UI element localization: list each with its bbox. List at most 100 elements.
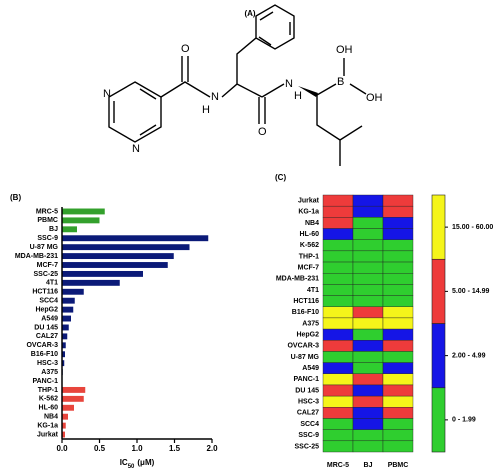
colorbar-label: 2.00 - 4.99 [452,352,486,359]
row-label: OVCAR-3 [287,343,319,350]
heatmap-cell [352,418,384,430]
atom: N [285,78,293,90]
heatmap-cell [382,362,414,374]
heatmap-cell [322,205,354,218]
bar [62,306,74,313]
heatmap-cell [352,284,384,296]
row-label: B16-F10 [292,309,319,316]
colorbar-segment [431,387,446,453]
colorbar-segment [431,194,446,260]
y-tick-label: KG-1a [37,422,58,429]
heatmap-cell [352,217,384,229]
heatmap-cell [322,384,354,397]
column-label: BJ [364,462,373,469]
heatmap-cell [352,205,384,218]
colorbar-label: 5.00 - 14.99 [452,288,489,295]
y-tick-label: SCC4 [39,298,58,305]
heatmap-cell [352,351,384,363]
x-axis-label-part: IC [120,458,128,467]
x-tick-label: 1.0 [131,444,143,453]
heatmap-cell [382,418,414,430]
y-tick-label: BJ [49,226,58,233]
y-tick-label: MDA-MB-231 [15,253,58,260]
atom: B [337,76,344,88]
bond [316,58,367,166]
heatmap-cell [322,228,354,240]
heatmap-cell [382,407,414,419]
heatmap-cell [352,317,384,330]
column-label: PBMC [388,462,409,469]
heatmap-cell [382,205,414,218]
y-tick-label: HCT116 [32,289,58,296]
y-tick-label: HL-60 [39,405,59,412]
heatmap-cell [352,250,384,263]
heatmap-cell [382,373,414,386]
y-tick-label: MRC-5 [36,208,58,215]
heatmap-cell [352,362,384,374]
heatmap-cell [382,306,414,319]
x-axis-label-part: (μM) [137,458,154,467]
heatmap-cell [352,440,384,453]
bond [113,88,157,136]
heatmap-cell [322,373,354,386]
heatmap-cell [352,306,384,319]
bar [62,386,86,393]
bond [255,4,295,50]
heatmap-cell [382,317,414,330]
row-label: THP-1 [299,253,319,260]
bar [62,333,68,340]
heatmap-cell [352,340,384,352]
y-tick-label: A375 [41,369,58,376]
heatmap-cell [322,362,354,374]
bar [62,208,105,215]
y-tick-label: PBMC [37,217,58,224]
row-label: PANC-1 [293,376,319,383]
heatmap-cell [382,351,414,363]
y-tick-label: HepG2 [35,306,58,313]
row-label: HepG2 [296,332,319,339]
colorbar-segment [431,258,446,324]
heatmap-cell [382,273,414,285]
heatmap-cell [382,239,414,252]
panel-label: (C) [275,173,286,182]
row-label: CAL27 [297,410,319,417]
atom: H [202,104,210,116]
y-tick-label: Jurkat [37,431,59,438]
heatmap-cell [322,351,354,363]
heatmap-cell [382,440,414,453]
row-label: A375 [302,320,319,327]
row-label: KG-1a [298,209,319,216]
bar [62,253,174,260]
x-tick-label: 0.0 [56,444,68,453]
colorbar-label: 15.00 - 60.00 [452,224,493,231]
atom: N [103,88,111,100]
structure: N N O H N O N H B OH OH [103,4,383,166]
bond [160,56,211,98]
bar [62,315,71,322]
x-axis-label: IC50 (μM) [120,458,155,469]
heatmap-cell [382,261,414,274]
row-label: HSC-3 [298,399,319,406]
atom: O [258,126,267,138]
row-label: Jurkat [298,197,320,204]
row-label: SSC-9 [298,432,319,439]
bar [62,217,100,224]
heatmap-cell [382,228,414,240]
heatmap-cell [382,217,414,229]
heatmap-cell [322,429,354,442]
column-label: MRC-5 [327,462,349,469]
heatmap-cell [352,384,384,397]
heatmap-cell [322,340,354,352]
panel-label: (B) [10,193,21,202]
heatmap-cell [382,295,414,307]
panel-label: (A) [244,9,255,18]
heatmap-cell [322,250,354,263]
y-tick-label: MCF-7 [37,262,58,269]
row-label: MDA-MB-231 [276,276,319,283]
heatmap-cell [352,239,384,252]
bar [62,270,143,277]
heatmap-cell [322,261,354,274]
y-tick-label: NB4 [44,414,58,421]
